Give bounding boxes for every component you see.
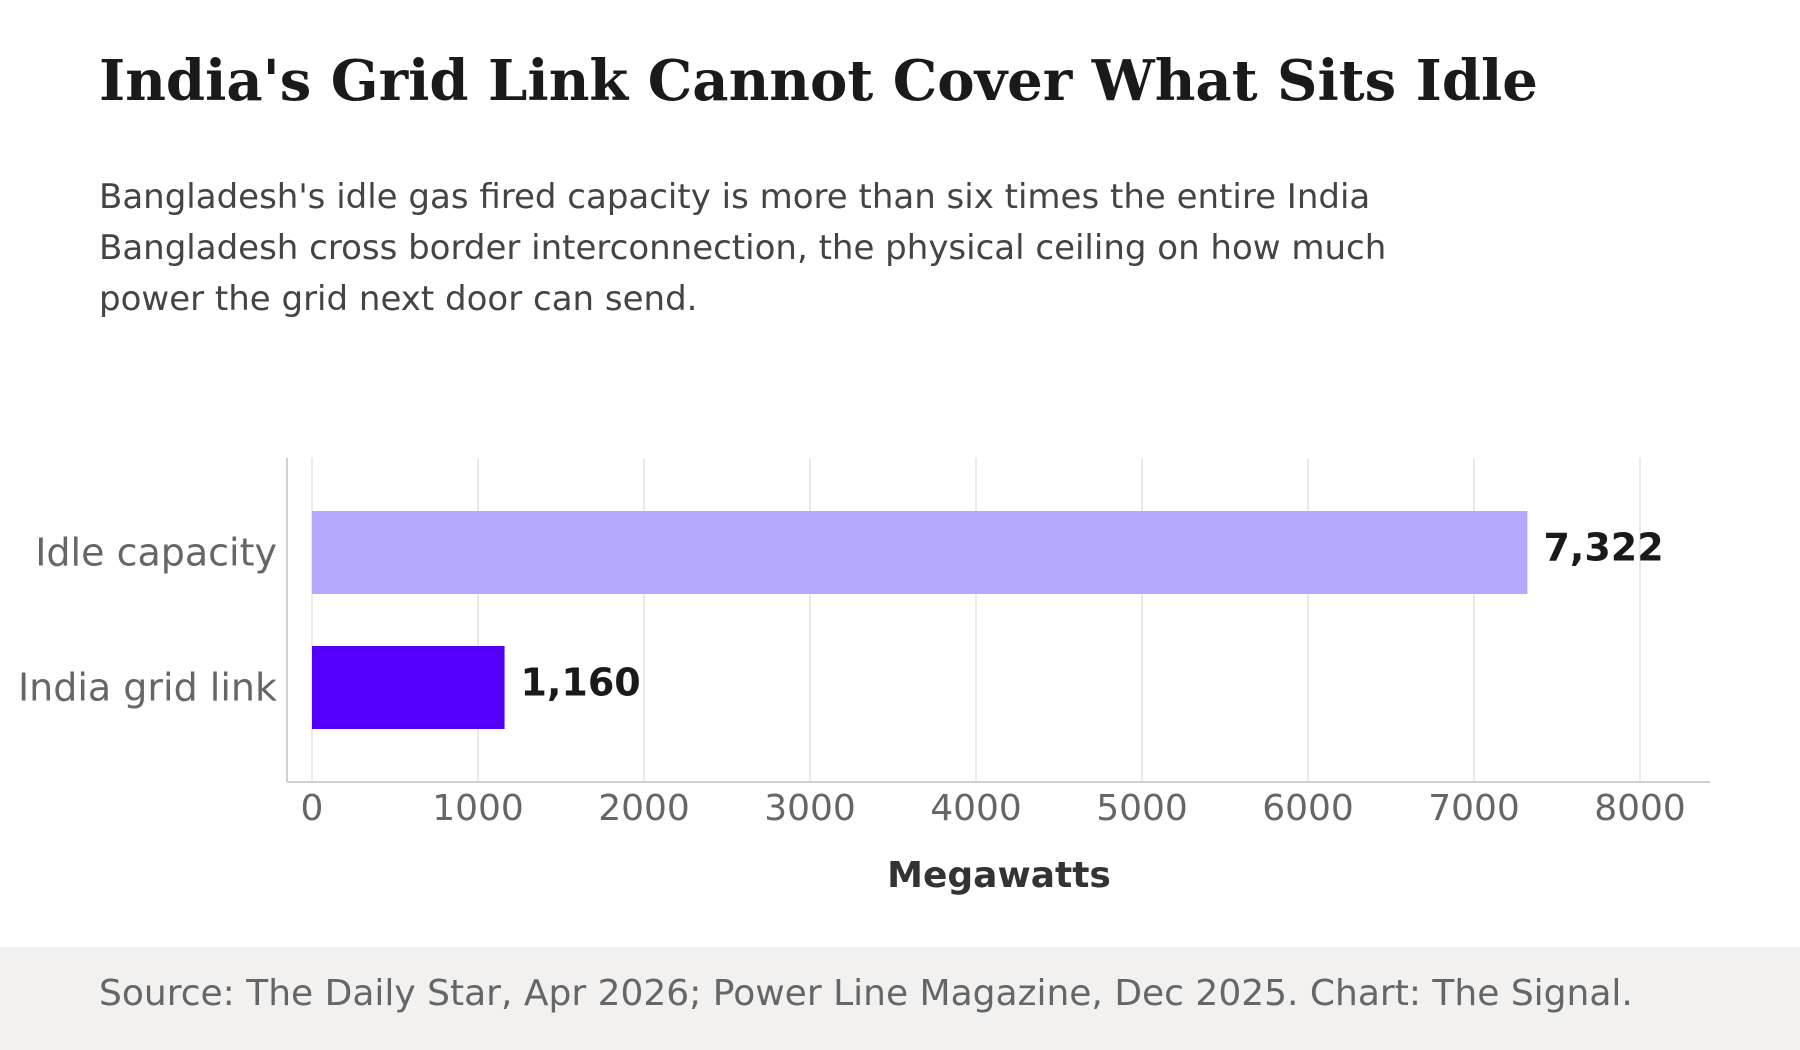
x-tick-label: 5000 xyxy=(1096,788,1188,829)
y-tick-label: Idle capacity xyxy=(35,531,277,575)
x-tick-label: 3000 xyxy=(764,788,856,829)
bars: 7,322 1,160 xyxy=(312,511,1664,729)
x-tick-label: 2000 xyxy=(598,788,690,829)
x-tick-label: 4000 xyxy=(930,788,1022,829)
x-tick-label: 6000 xyxy=(1262,788,1354,829)
x-axis-label: Megawatts xyxy=(887,855,1111,896)
source-note: Source: The Daily Star, Apr 2026; Power … xyxy=(99,973,1633,1014)
bar-value-label: 7,322 xyxy=(1543,526,1663,570)
axes: 0 1000 2000 3000 4000 5000 6000 7000 8000 Idle ca… xyxy=(18,458,1710,829)
bar-value-label: 1,160 xyxy=(521,661,641,705)
source-footer: Source: The Daily Star, Apr 2026; Power … xyxy=(0,947,1800,1050)
x-tick-label: 1000 xyxy=(432,788,524,829)
x-tick-label: 0 xyxy=(301,788,324,829)
y-tick-label: India grid link xyxy=(18,666,277,710)
bar xyxy=(312,511,1528,594)
x-tick-label: 8000 xyxy=(1594,788,1686,829)
bar xyxy=(312,646,505,729)
x-tick-label: 7000 xyxy=(1428,788,1520,829)
bar-chart: 7,322 1,160 0 1000 2000 3000 4000 5000 6000 7000… xyxy=(18,458,1710,896)
chart-title: India's Grid Link Cannot Cover What Sits… xyxy=(99,48,1538,114)
chart-subtitle: Bangladesh's idle gas fired capacity is … xyxy=(99,177,1387,319)
gridlines xyxy=(311,458,1641,782)
